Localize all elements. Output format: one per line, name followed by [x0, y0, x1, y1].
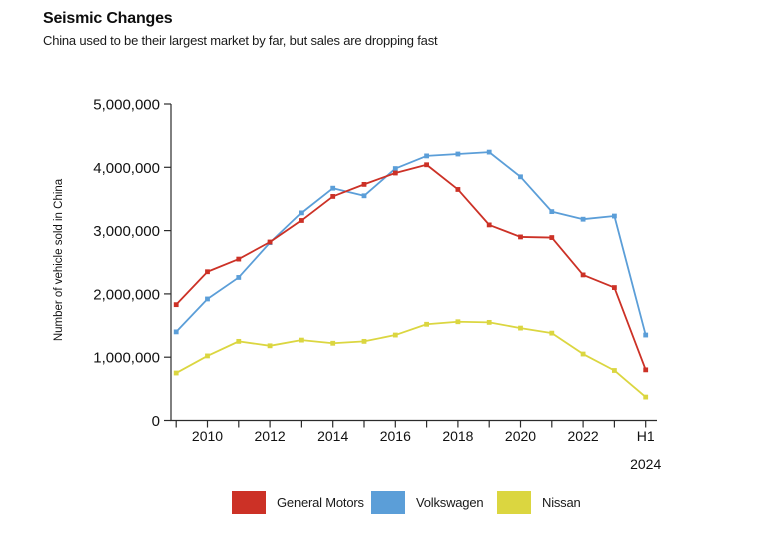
svg-text:2,000,000: 2,000,000 — [93, 286, 160, 303]
data-point-nissan-2019 — [486, 319, 492, 325]
chart-title: Seismic Changes — [43, 10, 173, 27]
data-point-general-motors-2019 — [486, 222, 492, 228]
data-point-nissan-2017 — [424, 321, 429, 327]
data-point-volkswagen-2016 — [392, 166, 398, 171]
svg-text:2020: 2020 — [505, 428, 536, 444]
svg-text:2014: 2014 — [317, 428, 348, 444]
svg-text:H1: H1 — [637, 428, 655, 444]
data-point-volkswagen-2019 — [486, 149, 492, 155]
series-general-motors — [173, 162, 649, 373]
data-point-nissan-2011 — [236, 338, 242, 344]
data-point-general-motors-2020 — [518, 234, 523, 240]
data-point-volkswagen-2022 — [580, 216, 586, 222]
data-point-volkswagen-2009 — [173, 329, 179, 335]
svg-text:5,000,000: 5,000,000 — [93, 97, 160, 114]
data-point-general-motors-2015 — [361, 181, 367, 187]
y-axis-title: Number of vehicle sold in China — [53, 178, 65, 341]
svg-text:4,000,000: 4,000,000 — [93, 160, 160, 177]
svg-text:0: 0 — [152, 413, 160, 430]
data-point-volkswagen-2010 — [205, 296, 210, 302]
data-point-nissan-2010 — [205, 353, 210, 359]
data-point-general-motors-2014 — [330, 194, 336, 199]
data-point-volkswagen-2017 — [424, 153, 429, 159]
data-point-nissan-2018 — [455, 319, 461, 325]
series-volkswagen — [173, 149, 649, 338]
data-point-general-motors-2021 — [549, 235, 555, 240]
data-point-nissan-2023 — [612, 368, 617, 373]
data-point-volkswagen-2013 — [299, 210, 304, 216]
data-point-general-motors-2010 — [205, 269, 210, 275]
axes — [164, 103, 657, 428]
data-point-general-motors-2023 — [612, 285, 617, 290]
data-point-nissan-2021 — [549, 330, 555, 336]
data-point-volkswagen-2011 — [236, 275, 242, 280]
data-point-general-motors-2011 — [236, 256, 242, 262]
data-point-nissan-h1-2024 — [643, 394, 649, 400]
chart-subtitle: China used to be their largest market by… — [43, 33, 438, 48]
svg-text:2016: 2016 — [380, 428, 411, 444]
data-point-general-motors-2022 — [580, 272, 586, 278]
data-point-nissan-2014 — [330, 340, 336, 346]
data-point-nissan-2016 — [392, 332, 398, 338]
data-point-volkswagen-h1-2024 — [643, 332, 649, 338]
data-point-nissan-2012 — [267, 343, 273, 349]
data-point-general-motors-2012 — [267, 239, 273, 245]
data-point-nissan-2015 — [361, 338, 367, 344]
data-point-volkswagen-2023 — [612, 213, 617, 219]
data-point-volkswagen-2015 — [361, 193, 367, 199]
series-nissan — [173, 319, 649, 400]
data-point-nissan-2009 — [173, 370, 179, 376]
y-axis-tick-labels: 0 1,000,000 2,000,000 3,000,000 4,000,000 5,0… — [93, 97, 160, 431]
svg-text:3,000,000: 3,000,000 — [93, 223, 160, 240]
x-axis-tick-labels: 2010 2012 2014 2016 2018 2020 2022 H1 2024 — [192, 428, 662, 472]
svg-text:2022: 2022 — [568, 428, 599, 444]
data-point-volkswagen-2021 — [549, 209, 555, 215]
data-point-nissan-2022 — [580, 351, 586, 357]
data-point-volkswagen-2014 — [330, 185, 336, 191]
svg-text:2012: 2012 — [255, 428, 286, 444]
data-point-general-motors-2016 — [392, 170, 398, 176]
data-point-general-motors-h1-2024 — [643, 367, 649, 373]
svg-text:1,000,000: 1,000,000 — [93, 350, 160, 367]
data-point-nissan-2013 — [299, 337, 304, 343]
svg-text:2024: 2024 — [630, 456, 661, 472]
data-point-general-motors-2013 — [299, 218, 304, 223]
svg-text:2010: 2010 — [192, 428, 223, 444]
data-point-volkswagen-2020 — [518, 174, 523, 180]
data-point-nissan-2020 — [518, 325, 523, 331]
svg-text:2018: 2018 — [442, 428, 473, 444]
data-point-general-motors-2017 — [424, 162, 429, 168]
data-point-general-motors-2018 — [455, 187, 461, 192]
data-point-volkswagen-2018 — [455, 151, 461, 157]
data-point-general-motors-2009 — [173, 302, 179, 308]
